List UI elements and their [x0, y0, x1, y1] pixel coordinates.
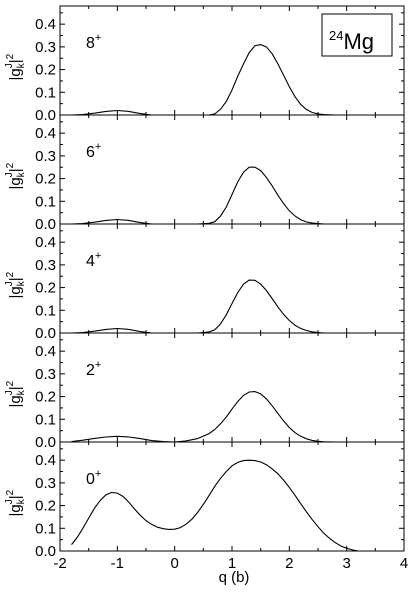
x-tick-label: 0 [170, 555, 178, 572]
y-tick-label: 0.2 [35, 280, 56, 297]
y-tick-label: 0.1 [35, 193, 56, 210]
y-tick-label: 0.1 [35, 302, 56, 319]
y-tick-label: 0.2 [35, 498, 56, 515]
y-label-exp: 2 [5, 162, 16, 168]
panel-frame [59, 223, 405, 334]
y-label-exp: 2 [5, 380, 16, 386]
y-label-base: |g [7, 395, 24, 407]
panel-4: 0.0 0.1 0.2 0.3 0.4 |gkJ|2 0+ [4, 441, 405, 560]
y-tick-label: 0.0 [35, 325, 56, 342]
panel-label-sup: + [95, 141, 101, 153]
y-tick-label: 0.0 [35, 543, 56, 560]
y-label-bar: | [7, 277, 24, 281]
y-label-sup: J [4, 499, 15, 504]
x-tick-label: -1 [111, 555, 124, 572]
y-tick-label: 0.3 [35, 257, 56, 274]
y-label-bar: | [7, 168, 24, 172]
series-line [71, 166, 359, 225]
panel-frame [59, 441, 405, 552]
panel-label: 6+ [86, 141, 101, 161]
panel-frame [59, 332, 405, 443]
y-label-sup: J [4, 281, 15, 286]
panel-label: 0+ [86, 468, 101, 488]
panel-label-value: 0 [86, 471, 95, 488]
y-label-bar: | [7, 59, 24, 63]
series-line [71, 459, 359, 552]
y-tick-label: 0.1 [35, 520, 56, 537]
y-label-sup: J [4, 63, 15, 68]
x-axis-label: q (b) [219, 569, 250, 586]
x-tick-label: 2 [285, 555, 293, 572]
y-label-sub: k [16, 498, 27, 504]
y-tick-label: 0.3 [35, 148, 56, 165]
y-tick-label: 0.4 [35, 234, 56, 251]
series-line [71, 279, 359, 334]
panel-1: 0.0 0.1 0.2 0.3 0.4 |gkJ|2 6+ [4, 114, 405, 233]
y-axis-label: |gkJ|2 [4, 271, 27, 298]
element-label-box: 24Mg [321, 13, 393, 57]
y-axis-label: |gkJ|2 [4, 53, 27, 80]
x-tick-label: -2 [53, 555, 66, 572]
y-label-sub: k [16, 280, 27, 286]
panel-label-sup: + [95, 250, 101, 262]
y-label-sup: J [4, 390, 15, 395]
panel-label: 4+ [86, 250, 101, 270]
panel-label-value: 4 [86, 253, 95, 270]
x-tick-label: 4 [400, 555, 408, 572]
y-label-base: |g [7, 68, 24, 80]
y-tick-label: 0.4 [35, 16, 56, 33]
y-label-base: |g [7, 177, 24, 189]
panel-label-value: 2 [86, 362, 95, 379]
y-tick-label: 0.4 [35, 343, 56, 360]
panel-frame [59, 114, 405, 225]
y-tick-label: 0.4 [35, 125, 56, 142]
y-tick-label: 0.0 [35, 216, 56, 233]
y-tick-label: 0.3 [35, 475, 56, 492]
panel-label-value: 8 [86, 35, 95, 52]
panel-3: 0.00.10.20.30.4|gkJ|22+ [4, 332, 405, 451]
panels-group: 0.00.10.20.30.4|gkJ|28+0.00.10.20.30.4|g… [4, 5, 405, 560]
x-tick-label: 3 [342, 555, 350, 572]
panel-label-value: 6 [86, 144, 95, 161]
x-axis: -2 -1 0 1 2 3 4 [53, 555, 408, 572]
y-tick-label: 0.3 [35, 39, 56, 56]
y-label-exp: 2 [5, 489, 16, 495]
y-label-base: |g [7, 286, 24, 298]
panel-label-sup: + [95, 359, 101, 371]
y-label-sub: k [16, 171, 27, 177]
x-tick-label: 1 [228, 555, 236, 572]
panel-label-sup: + [95, 468, 101, 480]
y-tick-label: 0.2 [35, 389, 56, 406]
y-tick-label: 0.2 [35, 62, 56, 79]
y-label-sub: k [16, 389, 27, 395]
y-label-exp: 2 [5, 53, 16, 59]
y-tick-label: 0.1 [35, 84, 56, 101]
y-label-base: |g [7, 504, 24, 516]
y-axis-label: |gkJ|2 [4, 489, 27, 516]
series-line [71, 44, 359, 116]
panel-label: 8+ [86, 32, 101, 52]
panel-label: 2+ [86, 359, 101, 379]
y-tick-label: 0.2 [35, 171, 56, 188]
y-tick-label: 0.3 [35, 366, 56, 383]
y-axis-label: |gkJ|2 [4, 380, 27, 407]
y-axis-label: |gkJ|2 [4, 162, 27, 189]
y-tick-label: 0.1 [35, 411, 56, 428]
panel-label-sup: + [95, 32, 101, 44]
y-tick-label: 0.4 [35, 452, 56, 469]
series-line [71, 391, 359, 443]
element-label: 24Mg [329, 28, 374, 54]
y-label-sup: J [4, 172, 15, 177]
panel-2: 0.0 0.1 0.2 0.3 0.4 |gkJ|2 4+ [4, 223, 405, 342]
y-label-exp: 2 [5, 271, 16, 277]
y-label-bar: | [7, 495, 24, 499]
y-label-bar: | [7, 386, 24, 390]
y-label-sub: k [16, 62, 27, 68]
element-label-text: Mg [343, 29, 374, 54]
element-label-superscript: 24 [329, 28, 343, 43]
y-tick-label: 0.0 [35, 107, 56, 124]
y-tick-label: 0.0 [35, 434, 56, 451]
